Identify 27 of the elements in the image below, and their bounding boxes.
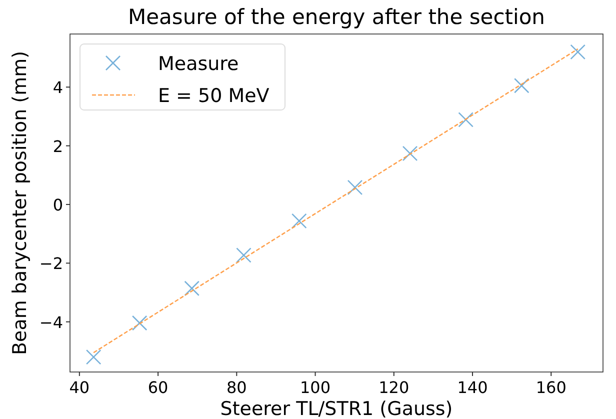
y-axis-title: Beam barycenter position (mm): [9, 51, 31, 355]
legend-label: Measure: [158, 53, 239, 75]
y-tick-label: 4: [52, 78, 63, 98]
point: [292, 213, 307, 229]
point: [236, 248, 252, 263]
x-tick-label: 140: [457, 378, 488, 397]
x-tick-label: 40: [69, 378, 90, 397]
x-tick-label: 60: [148, 378, 168, 397]
y-tick-label: −2: [39, 254, 63, 274]
x-tick-label: 120: [378, 378, 410, 397]
y-tick-label: 2: [52, 136, 63, 156]
x-tick-label: 80: [226, 378, 247, 397]
x-tick-label: 100: [300, 378, 331, 397]
x-tick-label: 160: [536, 378, 566, 397]
point: [347, 180, 363, 196]
y-tick-label: −4: [39, 312, 63, 332]
point: [132, 315, 148, 331]
point: [86, 349, 102, 365]
chart-title: Measure of the energy after the section: [128, 5, 545, 29]
point: [402, 146, 418, 162]
y-tick-label: 0: [52, 195, 63, 214]
legend-label: E = 50 MeV: [158, 85, 270, 107]
point: [184, 280, 200, 296]
x-axis-title: Steerer TL/STR1 (Gauss): [220, 398, 453, 419]
point: [570, 44, 586, 60]
point: [458, 112, 474, 128]
point: [514, 78, 530, 94]
